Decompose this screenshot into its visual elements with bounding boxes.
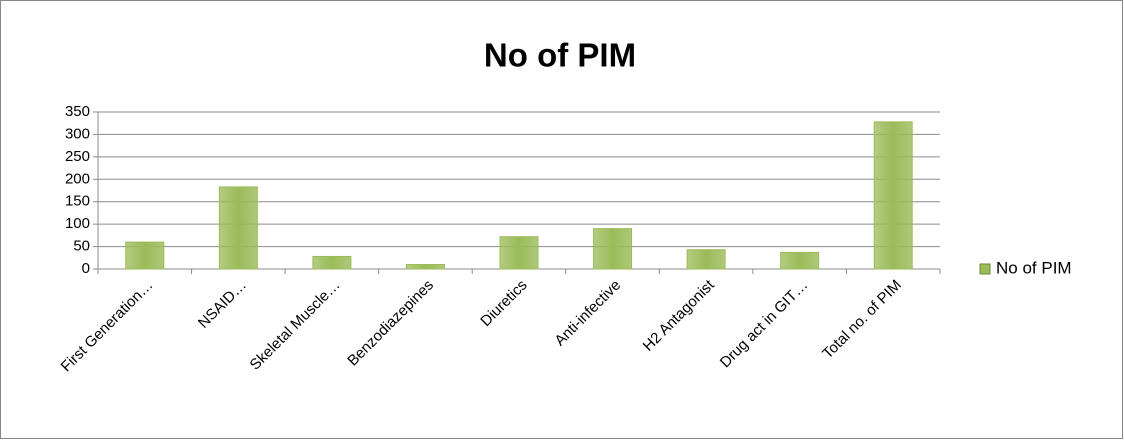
bar <box>593 228 633 270</box>
bar <box>780 251 820 270</box>
bar <box>873 121 913 270</box>
bar <box>125 241 165 270</box>
y-tick-label: 0 <box>82 260 90 277</box>
chart-title: No of PIM <box>484 37 636 74</box>
legend-label: No of PIM <box>996 258 1072 277</box>
y-tick-label: 300 <box>65 125 90 142</box>
y-tick-label: 100 <box>65 215 90 232</box>
y-tick-label: 250 <box>65 148 90 165</box>
y-tick-label: 350 <box>65 103 90 120</box>
bar <box>312 255 352 270</box>
bar <box>499 236 539 270</box>
bar <box>218 186 258 270</box>
y-tick-label: 150 <box>65 193 90 210</box>
bar <box>686 249 726 270</box>
y-tick-label: 50 <box>73 238 90 255</box>
y-tick-label: 200 <box>65 170 90 187</box>
bar <box>405 264 445 270</box>
legend-swatch <box>979 263 991 275</box>
